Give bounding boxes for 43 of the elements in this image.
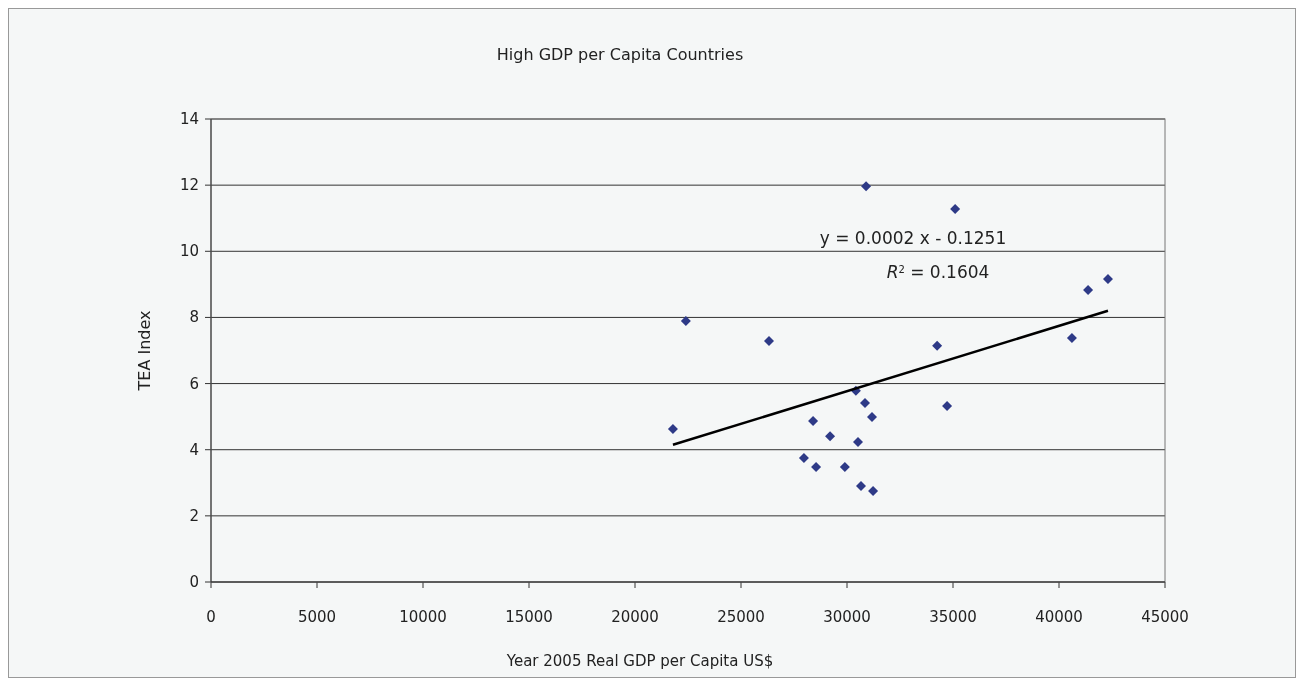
y-tick-label: 10	[179, 242, 199, 261]
y-tick-label: 14	[179, 110, 199, 128]
chart-title: High GDP per Capita Countries	[496, 45, 744, 64]
point	[868, 486, 879, 497]
annotation: R$^{2}$ = 0.1604	[886, 262, 990, 282]
x-tick-label: 40000	[1035, 608, 1083, 626]
x-tick-label: 0	[206, 608, 216, 626]
point	[667, 423, 678, 434]
point	[680, 316, 691, 327]
point	[811, 461, 822, 472]
point	[1102, 274, 1113, 285]
point	[825, 431, 836, 442]
y-tick-label: 12	[179, 176, 199, 195]
point	[950, 203, 961, 214]
point	[808, 415, 819, 426]
y-tick-label: 6	[189, 374, 199, 393]
x-tick-label: 10000	[399, 608, 447, 626]
point	[853, 437, 864, 448]
annotation: y = 0.0002 x - 0.1251	[819, 228, 1007, 248]
x-tick-label: 15000	[505, 608, 553, 626]
x-tick-label: 30000	[823, 608, 871, 626]
point	[932, 340, 943, 351]
point	[867, 411, 878, 422]
x-tick-label: 20000	[611, 608, 659, 626]
point	[942, 401, 953, 412]
point	[763, 335, 774, 346]
point	[855, 481, 866, 492]
y-tick-label: 8	[189, 308, 199, 327]
x-tick-label: 35000	[929, 608, 977, 626]
point	[839, 461, 850, 472]
y-tick-label: 2	[189, 506, 199, 525]
point	[1083, 284, 1094, 295]
x-tick-label: 5000	[297, 608, 337, 626]
y-tick-label: 4	[189, 440, 199, 459]
point	[798, 452, 809, 463]
point	[861, 181, 872, 192]
x-tick-label: 45000	[1141, 608, 1189, 626]
x-tick-label: 25000	[717, 608, 765, 626]
x-axis-title: Year 2005 Real GDP per Capita US$	[505, 652, 774, 670]
y-tick-label: 0	[189, 573, 199, 591]
point	[860, 398, 871, 409]
point	[1066, 332, 1077, 343]
y-axis-title: TEA Index	[135, 310, 154, 392]
